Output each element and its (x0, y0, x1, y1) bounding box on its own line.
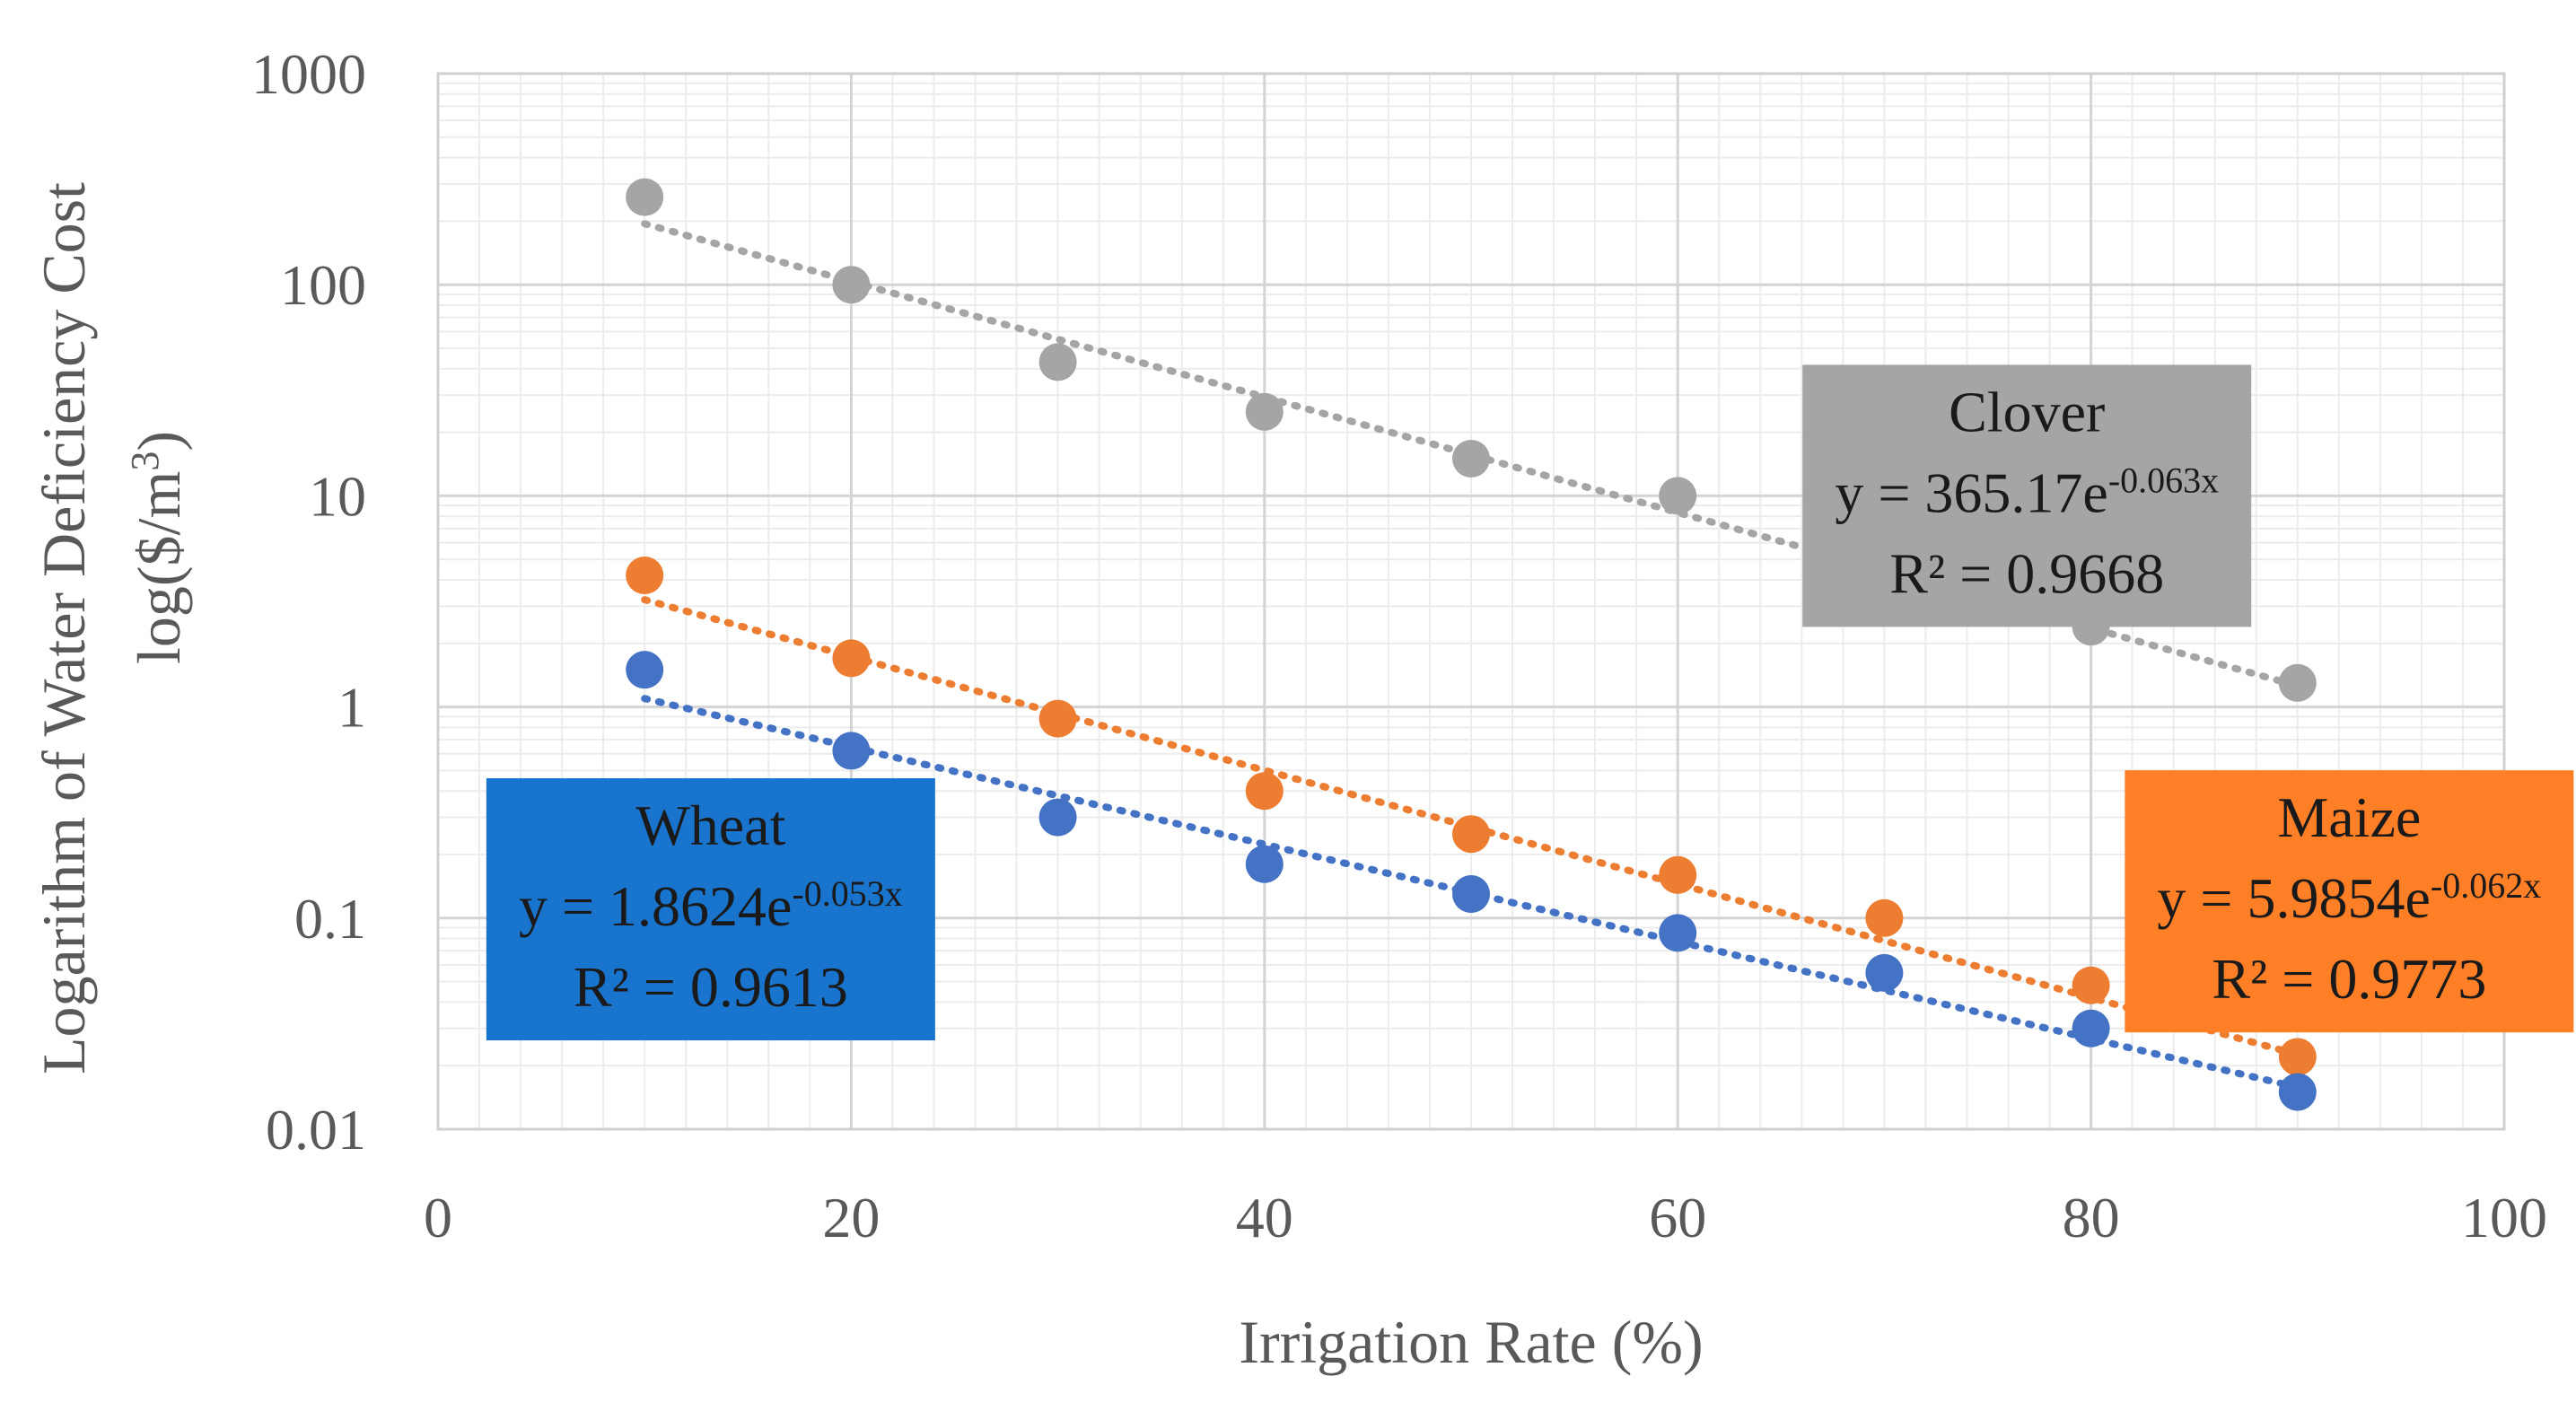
y-tick-label: 0.1 (294, 887, 366, 951)
label-box-r2-clover: R² = 0.9668 (1889, 541, 2164, 605)
y-axis-title: Logarithm of Water Deficiency Cost log($… (30, 182, 193, 1074)
label-box-name-wheat: Wheat (635, 793, 785, 857)
equation-base-wheat: y = 1.8624e (519, 874, 793, 938)
equation-exponent-clover: -0.063x (2108, 460, 2219, 500)
data-point-maize (832, 639, 871, 678)
y-axis-title-unit: log($/m (125, 471, 193, 664)
label-box-name-maize: Maize (2277, 785, 2421, 849)
data-point-maize (1452, 815, 1490, 854)
y-tick-label: 1000 (251, 42, 366, 106)
data-point-wheat (1659, 914, 1697, 952)
label-box-equation-wheat: y = 1.8624e-0.053x (519, 873, 903, 939)
data-point-maize (2278, 1038, 2317, 1076)
equation-exponent-maize: -0.062x (2431, 865, 2541, 906)
data-point-wheat (1452, 875, 1490, 914)
data-point-clover (832, 266, 871, 304)
label-box-r2-maize: R² = 0.9773 (2212, 947, 2486, 1011)
y-tick-label: 100 (280, 253, 366, 317)
equation-exponent-wheat: -0.053x (792, 873, 902, 914)
data-point-maize (1038, 699, 1077, 738)
data-point-wheat (2278, 1073, 2317, 1111)
label-box-background-maize (2125, 770, 2574, 1033)
x-tick-label: 80 (2063, 1186, 2120, 1249)
data-point-clover (1452, 439, 1490, 478)
data-point-clover (2278, 663, 2317, 702)
data-point-clover (1659, 477, 1697, 515)
data-point-maize (1659, 855, 1697, 894)
data-point-wheat (832, 732, 871, 770)
label-box-r2-wheat: R² = 0.9613 (574, 955, 848, 1019)
x-axis-title: Irrigation Rate (%) (1239, 1308, 1703, 1376)
data-point-maize (1245, 772, 1284, 811)
data-point-wheat (2072, 1009, 2110, 1047)
label-box-clover: Clover y = 365.17e-0.063x R² = 0.9668 (1802, 364, 2252, 627)
series-label-boxes: Clover y = 365.17e-0.063x R² = 0.9668 Maize… (486, 364, 2574, 1041)
data-point-wheat (626, 651, 664, 689)
data-point-maize (626, 557, 664, 595)
label-box-name-clover: Clover (1949, 380, 2105, 443)
trendline-maize (641, 596, 2301, 1058)
y-axis-title-line-2: log($/m3) (123, 431, 194, 664)
y-tick-label: 0.01 (266, 1098, 366, 1161)
y-axis-title-unit-sup: 3 (123, 451, 167, 471)
data-point-clover (1038, 343, 1077, 381)
x-tick-label: 20 (822, 1186, 880, 1249)
data-point-wheat (1038, 798, 1077, 837)
label-box-equation-clover: y = 365.17e-0.063x (1835, 460, 2219, 525)
x-tick-label: 100 (2461, 1186, 2547, 1249)
y-tick-label: 1 (337, 676, 366, 740)
data-point-maize (1865, 898, 1904, 937)
equation-base-clover: y = 365.17e (1835, 460, 2108, 524)
data-point-clover (626, 178, 664, 216)
label-box-wheat: Wheat y = 1.8624e-0.053x R² = 0.9613 (486, 778, 935, 1041)
y-axis-title-unit-close: ) (125, 431, 193, 451)
data-point-clover (1245, 392, 1284, 431)
data-point-maize (2072, 966, 2110, 1004)
label-box-equation-maize: y = 5.9854e-0.062x (2157, 865, 2541, 930)
data-point-wheat (1245, 845, 1284, 883)
y-axis-title-line-1: Logarithm of Water Deficiency Cost (30, 182, 98, 1074)
label-box-background-clover (1802, 364, 2252, 627)
y-axis-tick-labels: 0.01 0.1 1 10 100 1000 (251, 42, 366, 1161)
label-box-maize: Maize y = 5.9854e-0.062x R² = 0.9773 (2125, 770, 2574, 1033)
x-tick-label: 0 (424, 1186, 452, 1249)
data-point-wheat (1865, 953, 1904, 992)
equation-base-maize: y = 5.9854e (2157, 866, 2431, 930)
y-tick-label: 10 (309, 464, 366, 528)
plot-area-border (436, 72, 2506, 1131)
data-points (626, 178, 2317, 1111)
x-tick-label: 40 (1236, 1186, 1293, 1249)
x-axis-tick-labels: 0 20 40 60 80 100 (424, 1186, 2547, 1249)
x-tick-label: 60 (1649, 1186, 1706, 1249)
label-box-background-wheat (486, 778, 935, 1041)
